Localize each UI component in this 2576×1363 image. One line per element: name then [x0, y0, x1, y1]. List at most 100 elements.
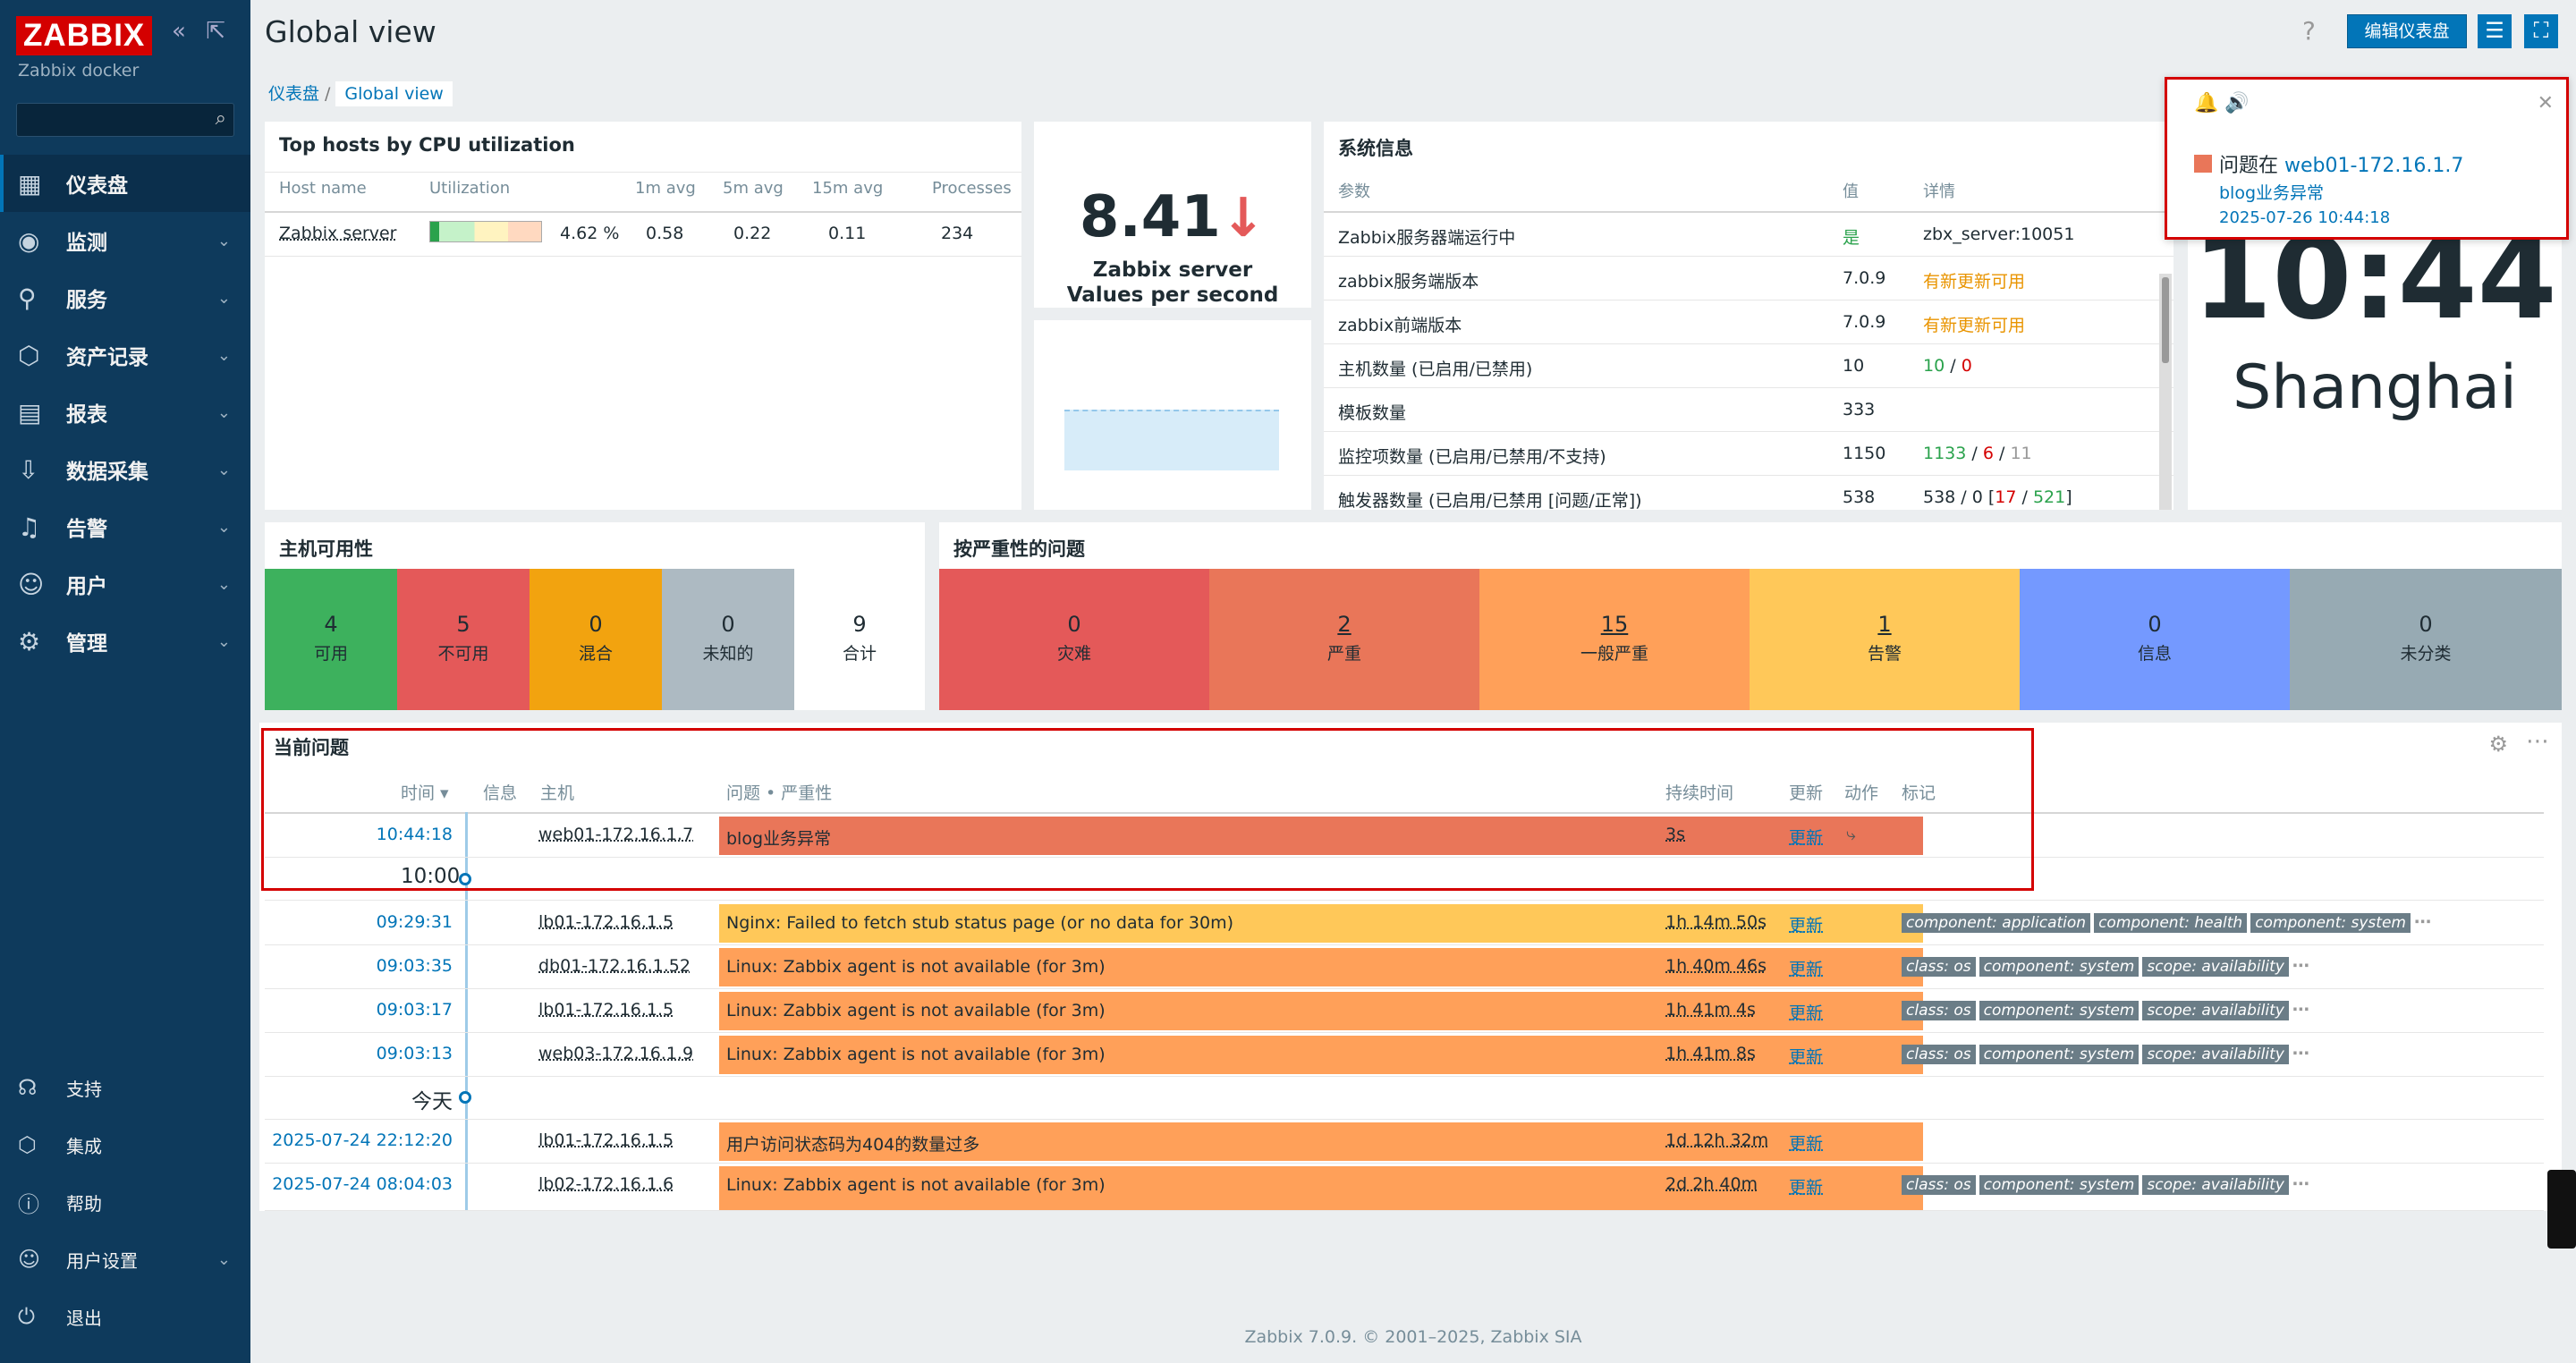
tag[interactable]: component: health	[2094, 913, 2248, 933]
menu-item-data-collection[interactable]: ⇩ 数据采集 ⌄	[18, 454, 231, 485]
update-link[interactable]: 更新	[1789, 1178, 1824, 1198]
side-handle[interactable]	[2547, 1170, 2576, 1249]
fullscreen-button[interactable]: ⛶	[2524, 14, 2558, 48]
problem-bar[interactable]: Linux: Zabbix agent is not available (fo…	[719, 948, 1923, 986]
update-link[interactable]: 更新	[1789, 828, 1824, 848]
tag[interactable]: scope: availability	[2142, 1045, 2289, 1064]
problem-bar[interactable]: 用户访问状态码为404的数量过多	[719, 1122, 1923, 1161]
col-host-name[interactable]: Host name	[279, 179, 367, 198]
more-tags-icon[interactable]: ⋯	[2292, 1000, 2309, 1020]
update-link[interactable]: 更新	[1789, 960, 1824, 979]
problem-time[interactable]: 10:44:18	[376, 825, 453, 844]
col-time[interactable]: 时间 ▾	[401, 783, 449, 803]
problem-bar[interactable]: Linux: Zabbix agent is not available (fo…	[719, 992, 1923, 1030]
tag[interactable]: component: system	[2250, 913, 2411, 933]
problem-host[interactable]: lb01-172.16.1.5	[538, 1130, 674, 1150]
tag[interactable]: component: system	[1979, 1045, 2140, 1064]
menu-item-monitoring[interactable]: ◉ 监测 ⌄	[18, 225, 231, 256]
col-utilization[interactable]: Utilization	[429, 179, 511, 198]
host-link[interactable]: Zabbix server	[279, 224, 397, 243]
menu-item-alerts[interactable]: ♫ 告警 ⌄	[18, 512, 231, 542]
col-15m-avg[interactable]: 15m avg	[812, 179, 884, 198]
update-link[interactable]: 更新	[1789, 916, 1824, 935]
tag[interactable]: scope: availability	[2142, 1175, 2289, 1195]
problem-time[interactable]: 09:29:31	[376, 912, 453, 932]
menu-item-reports[interactable]: ▤ 报表 ⌄	[18, 397, 231, 428]
problem-host[interactable]: lb01-172.16.1.5	[538, 912, 674, 932]
problem-host[interactable]: lb01-172.16.1.5	[538, 1000, 674, 1020]
more-tags-icon[interactable]: ⋯	[2413, 912, 2431, 932]
problem-duration[interactable]: 1h 41m 8s	[1665, 1044, 1756, 1063]
menu-item-services[interactable]: ⚲ 服务 ⌄	[18, 283, 231, 313]
col-processes[interactable]: Processes	[932, 179, 1012, 198]
problem-host[interactable]: web03-172.16.1.9	[538, 1044, 694, 1063]
problem-bar[interactable]: Linux: Zabbix agent is not available (fo…	[719, 1166, 1923, 1210]
problem-time[interactable]: 09:03:35	[376, 956, 453, 976]
update-link[interactable]: 更新	[1789, 1003, 1824, 1023]
breadcrumb-root[interactable]: 仪表盘	[268, 84, 320, 104]
problem-bar[interactable]: Linux: Zabbix agent is not available (fo…	[719, 1036, 1923, 1074]
problem-host[interactable]: web01-172.16.1.7	[538, 825, 694, 844]
problem-duration[interactable]: 3s	[1665, 825, 1685, 844]
menu-item-dashboards[interactable]: ▦ 仪表盘	[0, 155, 250, 212]
notification-problem-link[interactable]: blog业务异常	[2219, 183, 2325, 203]
col-1m-avg[interactable]: 1m avg	[635, 179, 696, 198]
severity-high[interactable]: 2 严重	[1209, 569, 1479, 710]
menu-item-user-settings[interactable]: ☺ 用户设置 ⌄	[18, 1247, 231, 1272]
close-icon[interactable]: ✕	[2537, 92, 2554, 114]
tag[interactable]: scope: availability	[2142, 1001, 2289, 1020]
avail-cell-available[interactable]: 4 可用	[265, 569, 397, 710]
avail-cell-total[interactable]: 9 合计	[794, 569, 925, 710]
problem-bar[interactable]: blog业务异常	[719, 817, 1923, 855]
problem-time[interactable]: 09:03:17	[376, 1000, 453, 1020]
problem-duration[interactable]: 1d 12h 32m	[1665, 1130, 1769, 1150]
notification-time-link[interactable]: 2025-07-26 10:44:18	[2219, 208, 2391, 227]
severity-disaster[interactable]: 0 灾难	[939, 569, 1209, 710]
problem-bar[interactable]: Nginx: Failed to fetch stub status page …	[719, 904, 1923, 943]
more-tags-icon[interactable]: ⋯	[2292, 1044, 2309, 1063]
problem-time[interactable]: 2025-07-24 08:04:03	[272, 1174, 453, 1194]
problem-host[interactable]: lb02-172.16.1.6	[538, 1174, 674, 1194]
problem-duration[interactable]: 2d 2h 40m	[1665, 1174, 1758, 1194]
col-problem[interactable]: 问题 • 严重性	[726, 783, 833, 803]
more-tags-icon[interactable]: ⋯	[2292, 956, 2309, 976]
scrollbar[interactable]	[2159, 274, 2172, 510]
search-input[interactable]: ⌕	[16, 103, 234, 137]
more-options-icon[interactable]: ⋯	[2526, 728, 2549, 755]
tag[interactable]: scope: availability	[2142, 957, 2289, 977]
problem-duration[interactable]: 1h 40m 46s	[1665, 956, 1767, 976]
breadcrumb-current[interactable]: Global view	[335, 81, 453, 106]
actions-icon[interactable]: ⤷	[1846, 825, 1856, 844]
menu-item-sign-out[interactable]: ⏻ 退出	[18, 1304, 102, 1329]
kiosk-mode-icon[interactable]: ⇱	[206, 18, 225, 45]
problem-time[interactable]: 2025-07-24 22:12:20	[272, 1130, 453, 1150]
collapse-sidebar-icon[interactable]: «	[172, 18, 186, 45]
tag[interactable]: class: os	[1902, 1045, 1976, 1064]
tag[interactable]: component: system	[1979, 1175, 2140, 1195]
problem-duration[interactable]: 1h 14m 50s	[1665, 912, 1767, 932]
tag[interactable]: component: application	[1902, 913, 2091, 933]
bell-icon[interactable]: 🔔	[2194, 92, 2219, 114]
tag[interactable]: class: os	[1902, 1175, 1976, 1195]
search-icon[interactable]: ⌕	[215, 107, 226, 130]
edit-dashboard-button[interactable]: 编辑仪表盘	[2347, 14, 2467, 48]
menu-item-help[interactable]: ⓘ 帮助	[0, 1173, 250, 1231]
avail-cell-unavailable[interactable]: 5 不可用	[397, 569, 530, 710]
zabbix-logo[interactable]: ZABBIX	[16, 16, 153, 55]
notification-host-link[interactable]: web01-172.16.1.7	[2284, 155, 2464, 177]
tag[interactable]: component: system	[1979, 1001, 2140, 1020]
severity-average[interactable]: 15 一般严重	[1479, 569, 1750, 710]
avail-cell-unknown[interactable]: 0 未知的	[662, 569, 794, 710]
avail-cell-mixed[interactable]: 0 混合	[530, 569, 662, 710]
severity-information[interactable]: 0 信息	[2020, 569, 2290, 710]
severity-warning[interactable]: 1 告警	[1750, 569, 2020, 710]
update-link[interactable]: 更新	[1789, 1047, 1824, 1067]
col-5m-avg[interactable]: 5m avg	[723, 179, 784, 198]
update-link[interactable]: 更新	[1789, 1134, 1824, 1154]
tag[interactable]: class: os	[1902, 957, 1976, 977]
menu-item-integrations[interactable]: ⬡ 集成	[18, 1132, 102, 1157]
menu-button[interactable]: ☰	[2478, 14, 2512, 48]
help-icon[interactable]: ?	[2302, 16, 2316, 46]
menu-item-inventory[interactable]: ⬡ 资产记录 ⌄	[18, 340, 231, 370]
problem-host[interactable]: db01-172.16.1.52	[538, 956, 691, 976]
